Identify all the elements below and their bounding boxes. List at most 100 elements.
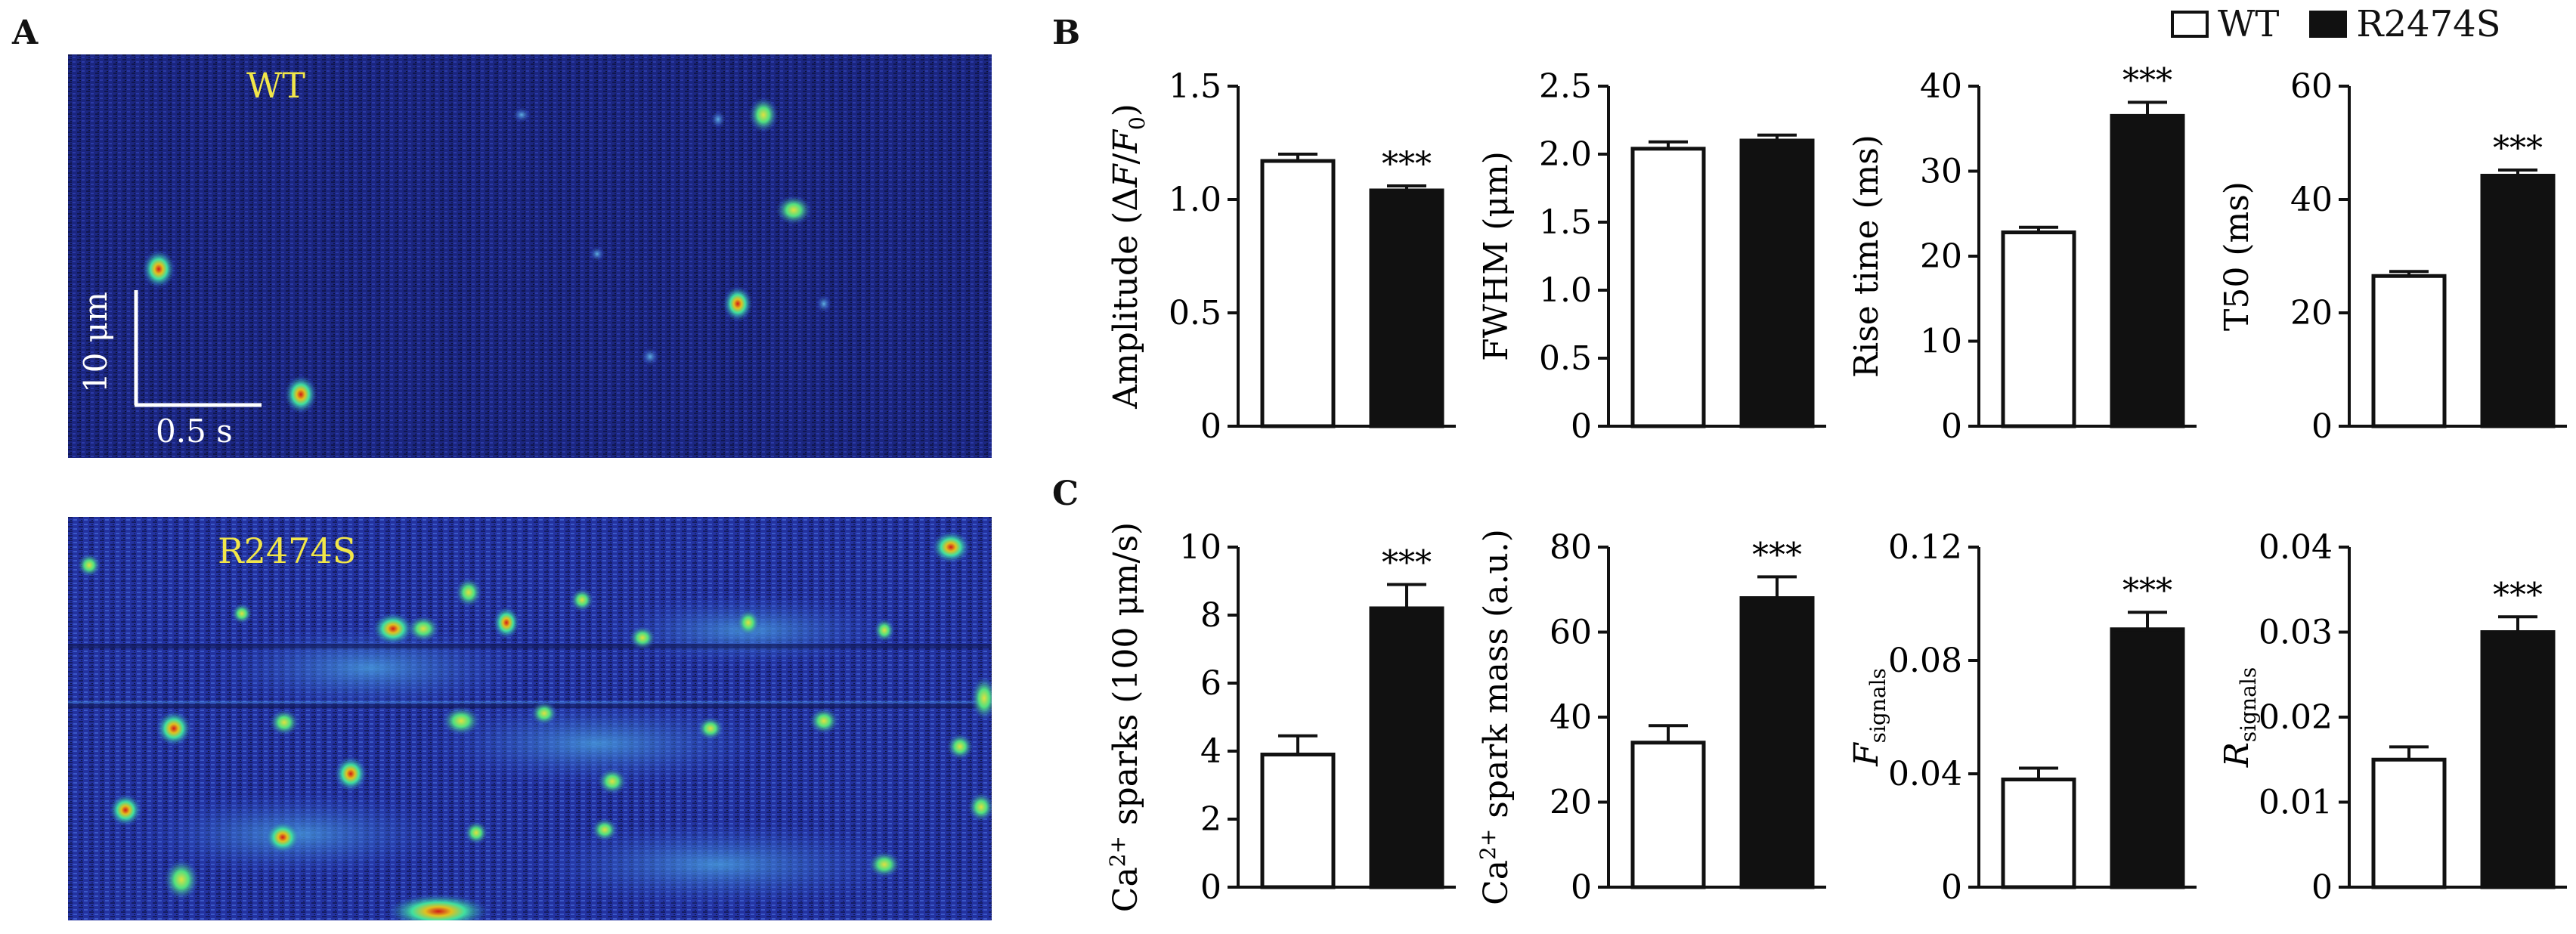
y-tick-label: 2.5 [1539, 67, 1592, 106]
bar-wt [1260, 159, 1336, 428]
y-tick-label: 60 [2290, 67, 2333, 106]
chart-spark-frequency: 0 2 4 6 8 10 Ca2+ sparks (100 μm/s) *** [1088, 521, 1456, 912]
legend-swatch-r2474s [2309, 11, 2348, 38]
y-tick-label: 10 [1179, 528, 1221, 567]
image-label-wt: WT [246, 65, 305, 106]
y-tick-label: 6 [1200, 664, 1221, 703]
y-tick-label: 20 [1550, 784, 1592, 822]
chart-fwhm: 0 0.5 1.0 1.5 2.0 2.5 FWHM (μm) [1459, 60, 1826, 446]
y-tick-label: 80 [1550, 528, 1592, 567]
y-tick-label: 8 [1200, 596, 1221, 635]
y-axis-label: Rsignals [2218, 667, 2261, 768]
y-tick-label: 0 [2311, 407, 2333, 446]
bar-chart-svg: 0 2 4 6 8 10 Ca2+ sparks (100 μm/s) *** [1105, 522, 1456, 912]
y-tick-label: 0 [1200, 868, 1221, 907]
y-tick-label: 40 [1550, 698, 1592, 737]
legend-label-wt: WT [2218, 3, 2280, 45]
bar-r2474s [1369, 188, 1444, 428]
y-tick-label: 0.5 [1539, 339, 1592, 378]
linescan-image-r2474s: R2474S [68, 517, 992, 920]
legend-swatch-wt [2171, 11, 2209, 38]
y-tick-label: 40 [2290, 181, 2333, 219]
y-tick-label: 0.03 [2259, 614, 2333, 652]
y-tick-label: 0 [1941, 868, 1962, 907]
y-tick-label: 0 [1200, 407, 1221, 446]
y-tick-label: 40 [1920, 67, 1962, 106]
bar-r2474s [1369, 606, 1444, 889]
y-axis-label: FWHM (μm) [1477, 151, 1516, 361]
bar-chart-svg: 0 0.01 0.02 0.03 0.04 Rsignals *** [2218, 528, 2567, 907]
y-tick-label: 0.04 [1888, 755, 1962, 793]
significance-marker: *** [2122, 61, 2172, 100]
bar-wt [2001, 230, 2076, 428]
bar-wt [1630, 147, 1706, 428]
y-tick-label: 60 [1550, 614, 1592, 652]
y-tick-label: 0 [2311, 868, 2333, 907]
y-tick-label: 30 [1920, 153, 1962, 191]
y-tick-label: 1.5 [1539, 203, 1592, 242]
y-tick-label: 1.5 [1169, 67, 1221, 106]
y-tick-label: 0.04 [2259, 528, 2333, 567]
bar-chart-svg: 0 0.5 1.0 1.5 2.0 2.5 FWHM (μm) [1477, 67, 1826, 446]
y-tick-label: 0.01 [2259, 784, 2333, 822]
chart-r-signals: 0 0.01 0.02 0.03 0.04 Rsignals *** [2200, 521, 2567, 907]
linescan-r2474s-graphic [68, 517, 992, 920]
y-axis-label: Ca2+ sparks (100 μm/s) [1105, 522, 1145, 912]
y-tick-label: 1.0 [1169, 181, 1221, 219]
y-tick-label: 0.02 [2259, 698, 2333, 737]
y-tick-label: 2 [1200, 800, 1221, 839]
scale-bar-x-label: 0.5 s [156, 413, 233, 450]
bar-chart-svg: 0 0.04 0.08 0.12 Fsignals *** [1847, 528, 2197, 907]
y-tick-label: 0 [1571, 407, 1592, 446]
y-tick-label: 4 [1200, 732, 1221, 771]
legend-label-r2474s: R2474S [2356, 3, 2501, 45]
y-axis-label: T50 (ms) [2218, 181, 2256, 331]
y-tick-label: 10 [1920, 323, 1962, 361]
y-tick-label: 0.5 [1169, 294, 1221, 332]
linescan-image-wt: WT 10 μm 0.5 s [68, 54, 992, 458]
y-tick-label: 20 [1920, 237, 1962, 276]
bar-chart-svg: 0 20 40 60 T50 (ms) *** [2218, 67, 2567, 446]
significance-marker: *** [2493, 576, 2543, 614]
image-label-r2474s: R2474S [218, 530, 357, 571]
significance-marker: *** [1752, 536, 1802, 574]
bar-r2474s [2480, 630, 2556, 889]
chart-spark-mass: 0 20 40 60 80 Ca2+ spark mass (a.u.) *** [1459, 521, 1826, 907]
bar-r2474s [1739, 138, 1815, 428]
bar-wt [1260, 753, 1336, 889]
y-tick-label: 2.0 [1539, 135, 1592, 174]
bar-wt [2371, 757, 2447, 889]
y-axis-label: Rise time (ms) [1847, 135, 1886, 378]
y-tick-label: 0.08 [1888, 642, 1962, 680]
bar-chart-svg: 0 0.5 1.0 1.5 Amplitude (ΔF/F0) *** [1107, 67, 1456, 446]
bar-r2474s [2110, 113, 2185, 428]
chart-t50: 0 20 40 60 T50 (ms) *** [2200, 60, 2567, 446]
panel-letter-c: C [1052, 475, 1079, 513]
chart-amplitude: 0 0.5 1.0 1.5 Amplitude (ΔF/F0) *** [1088, 60, 1456, 446]
chart-f-signals: 0 0.04 0.08 0.12 Fsignals *** [1829, 521, 2197, 907]
legend: WT R2474S [2171, 3, 2501, 45]
significance-marker: *** [1382, 544, 1432, 583]
linescan-wt-graphic [68, 54, 992, 458]
y-tick-label: 0.12 [1888, 528, 1962, 567]
y-tick-label: 0 [1941, 407, 1962, 446]
significance-marker: *** [2493, 129, 2543, 168]
bar-wt [1630, 741, 1706, 889]
significance-marker: *** [1382, 145, 1432, 184]
y-axis-label: Amplitude (ΔF/F0) [1107, 104, 1150, 410]
significance-marker: *** [2122, 571, 2172, 610]
scale-bar-y-label: 10 μm [77, 292, 114, 393]
y-tick-label: 20 [2290, 294, 2333, 332]
bar-chart-svg: 0 10 20 30 40 Rise time (ms) *** [1847, 61, 2197, 446]
bar-wt [2371, 274, 2447, 428]
y-tick-label: 1.0 [1539, 271, 1592, 310]
panel-letter-a: A [12, 14, 39, 52]
y-axis-label: Fsignals [1847, 668, 1890, 767]
y-axis-label: Ca2+ spark mass (a.u.) [1475, 529, 1516, 905]
bar-r2474s [2110, 627, 2185, 889]
bar-wt [2001, 778, 2076, 889]
panel-letter-b: B [1052, 14, 1081, 52]
y-tick-label: 0 [1571, 868, 1592, 907]
chart-rise-time: 0 10 20 30 40 Rise time (ms) *** [1829, 60, 2197, 446]
bar-r2474s [1739, 596, 1815, 889]
